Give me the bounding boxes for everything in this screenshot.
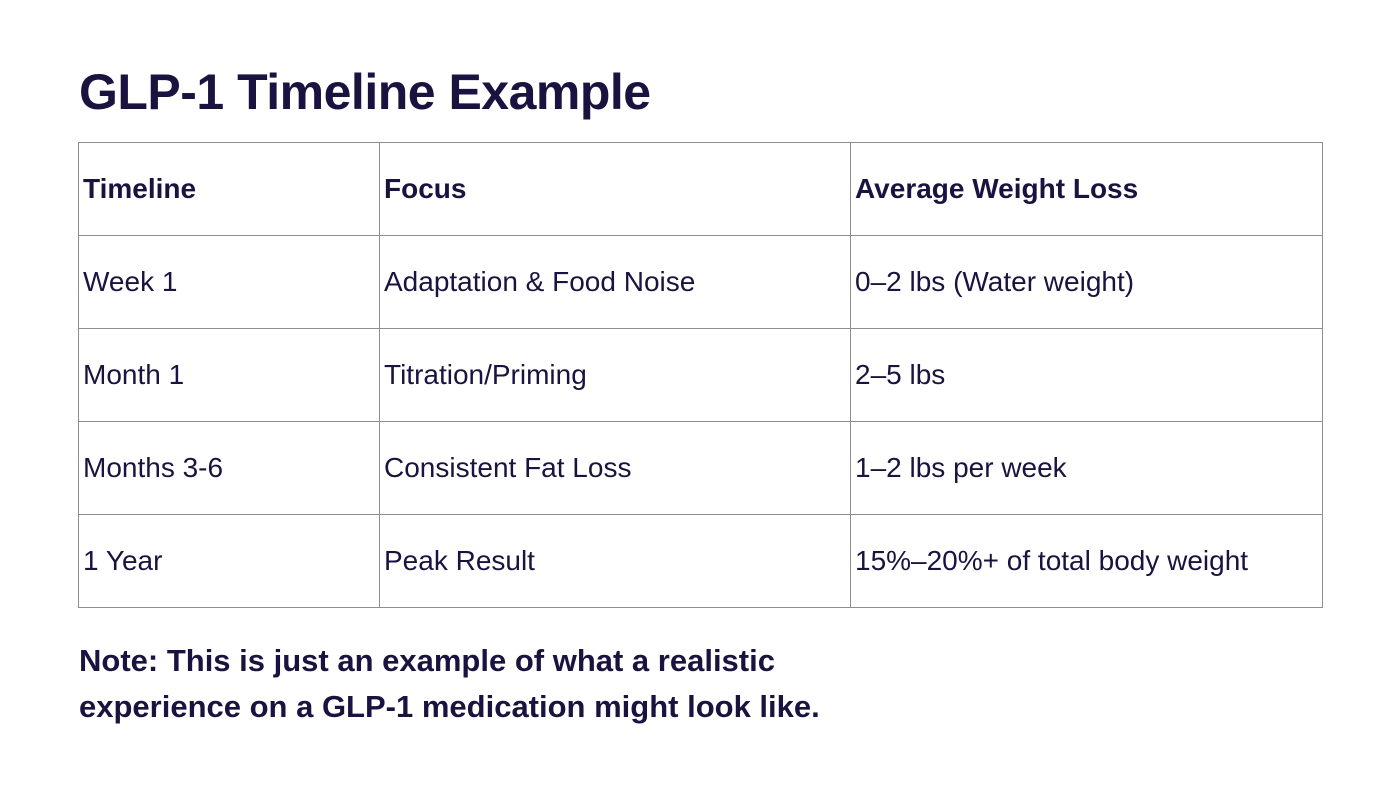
cell-focus: Adaptation & Food Noise <box>379 235 851 329</box>
cell-focus: Peak Result <box>379 514 851 608</box>
cell-timeline: 1 Year <box>78 514 380 608</box>
page-title: GLP-1 Timeline Example <box>79 64 651 120</box>
header-average-weight-loss: Average Weight Loss <box>850 142 1323 236</box>
cell-timeline: Months 3-6 <box>78 421 380 515</box>
table-row: Month 1 Titration/Priming 2–5 lbs <box>78 328 1323 422</box>
cell-timeline: Month 1 <box>78 328 380 422</box>
header-timeline: Timeline <box>78 142 380 236</box>
cell-focus: Consistent Fat Loss <box>379 421 851 515</box>
note-line-2: experience on a GLP-1 medication might l… <box>79 689 820 724</box>
cell-focus: Titration/Priming <box>379 328 851 422</box>
cell-weight-loss: 15%–20%+ of total body weight <box>850 514 1323 608</box>
cell-timeline: Week 1 <box>78 235 380 329</box>
cell-weight-loss: 1–2 lbs per week <box>850 421 1323 515</box>
table-row: Months 3-6 Consistent Fat Loss 1–2 lbs p… <box>78 421 1323 515</box>
cell-weight-loss: 0–2 lbs (Water weight) <box>850 235 1323 329</box>
table-row: Week 1 Adaptation & Food Noise 0–2 lbs (… <box>78 235 1323 329</box>
note-line-1: Note: This is just an example of what a … <box>79 643 775 678</box>
timeline-table: Timeline Focus Average Weight Loss Week … <box>78 142 1323 608</box>
cell-weight-loss: 2–5 lbs <box>850 328 1323 422</box>
table-header-row: Timeline Focus Average Weight Loss <box>78 142 1323 236</box>
disclaimer-note: Note: This is just an example of what a … <box>79 638 820 730</box>
table-row: 1 Year Peak Result 15%–20%+ of total bod… <box>78 514 1323 608</box>
header-focus: Focus <box>379 142 851 236</box>
